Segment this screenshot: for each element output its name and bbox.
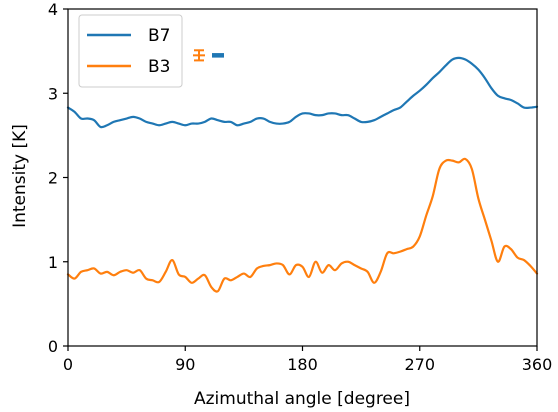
series-line-b7 xyxy=(66,56,539,129)
y-tick-label: 2 xyxy=(48,169,58,188)
x-axis-label: Azimuthal angle [degree] xyxy=(194,389,410,409)
legend-label-b3: B3 xyxy=(148,57,170,77)
plot-lines xyxy=(66,56,539,293)
legend: B7 B3 xyxy=(78,14,183,88)
y-tick-label: 1 xyxy=(48,253,58,272)
legend-box xyxy=(78,14,183,88)
error-bars xyxy=(193,49,224,62)
error-bar-b7 xyxy=(212,53,224,58)
y-tick-label: 4 xyxy=(48,0,58,19)
x-tick-label: 0 xyxy=(63,355,73,374)
series-line-b3 xyxy=(66,157,539,293)
x-tick-label: 180 xyxy=(287,355,318,374)
x-tick-label: 360 xyxy=(522,355,553,374)
axes: 0 90 180 270 360 0 1 2 3 4 xyxy=(48,0,552,374)
y-axis-label: Intensity [K] xyxy=(10,124,30,228)
x-tick-label: 90 xyxy=(175,355,195,374)
error-bar-b3 xyxy=(193,49,205,62)
x-tick-label: 270 xyxy=(404,355,435,374)
y-tick-label: 0 xyxy=(48,337,58,356)
y-tick-label: 3 xyxy=(48,84,58,103)
legend-label-b7: B7 xyxy=(148,26,170,46)
